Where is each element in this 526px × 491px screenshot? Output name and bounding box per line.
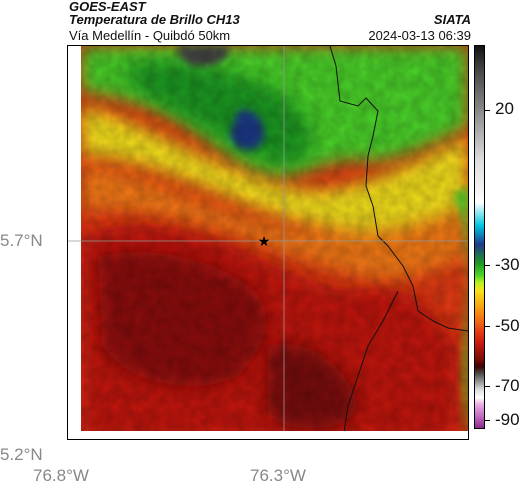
colorbar-tick-label: -90 <box>495 410 520 429</box>
colorbar-tick <box>485 110 490 111</box>
temperature-field <box>81 46 468 439</box>
colorbar-tick <box>485 386 490 387</box>
lon-tick-label: 76.3°W <box>250 466 306 485</box>
product-title: Temperatura de Brillo CH13 <box>69 12 240 27</box>
lat-tick-label: 5.7°N <box>0 231 43 250</box>
map-canvas: ★ <box>68 46 468 439</box>
star-marker: ★ <box>258 233 271 249</box>
brightness-temperature-map: ★ <box>67 45 469 440</box>
colorbar-tick <box>485 265 490 266</box>
border-line-secondary <box>342 290 399 439</box>
colorbar <box>474 45 485 429</box>
colorbar-tick <box>485 420 490 421</box>
lon-tick-label: 76.8°W <box>33 466 89 485</box>
satellite-title: GOES-EAST <box>69 0 146 14</box>
org-label: SIATA <box>433 12 471 27</box>
region-subtitle: Vía Medellín - Quibdó 50km <box>69 28 231 43</box>
colorbar-tick-label: -70 <box>495 376 520 395</box>
lat-tick-label: 5.2°N <box>0 445 43 464</box>
datetime-label: 2024-03-13 06:39 <box>368 28 471 43</box>
colorbar-tick-label: -50 <box>495 316 520 335</box>
colorbar-tick-label: -30 <box>495 255 520 274</box>
colorbar-tick <box>485 326 490 327</box>
colorbar-tick-label: 20 <box>495 99 514 118</box>
border-line <box>329 46 468 332</box>
